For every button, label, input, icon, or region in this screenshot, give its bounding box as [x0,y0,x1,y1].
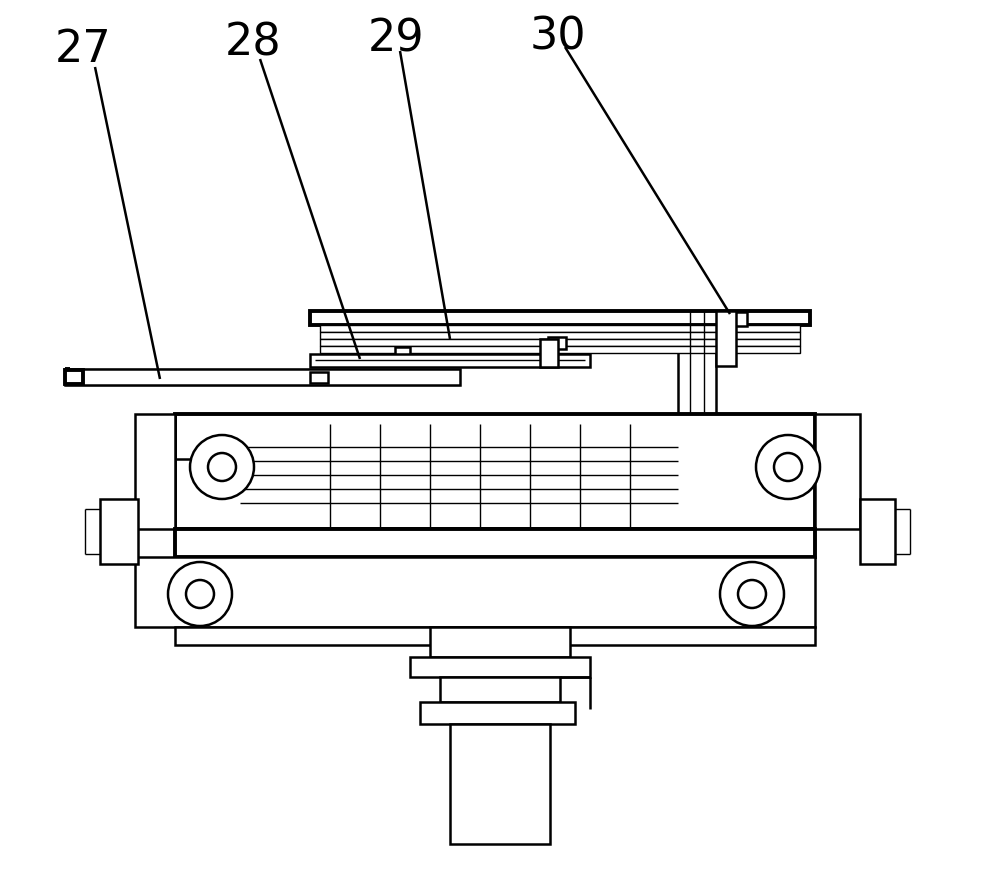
Circle shape [186,580,214,608]
Bar [430,627,570,658]
Bar [716,312,736,367]
Bar [310,312,810,326]
Bar [320,333,800,340]
Bar [815,414,860,529]
Bar [175,529,815,558]
Bar [135,414,175,529]
Bar [320,347,800,354]
Circle shape [774,453,802,481]
Bar [135,558,815,627]
Bar [320,340,800,347]
Bar [310,372,328,384]
Bar [548,338,566,349]
Bar [175,414,815,529]
Bar [310,355,590,368]
Bar [440,677,560,702]
Text: 28: 28 [225,22,282,65]
Bar [410,658,590,677]
Bar [320,326,800,333]
Text: 30: 30 [530,15,587,58]
Bar [450,724,550,844]
Bar [678,312,716,536]
Circle shape [208,453,236,481]
Circle shape [720,563,784,626]
Bar [175,627,815,645]
Bar [860,500,895,565]
Text: 29: 29 [368,18,425,61]
Bar [65,370,460,385]
Bar [420,702,575,724]
Bar [100,500,138,565]
Circle shape [168,563,232,626]
Circle shape [756,435,820,500]
Circle shape [190,435,254,500]
Circle shape [738,580,766,608]
Bar [395,348,410,358]
Text: 27: 27 [55,28,112,71]
Bar [65,371,83,385]
Bar [727,313,747,327]
Bar [540,340,558,368]
